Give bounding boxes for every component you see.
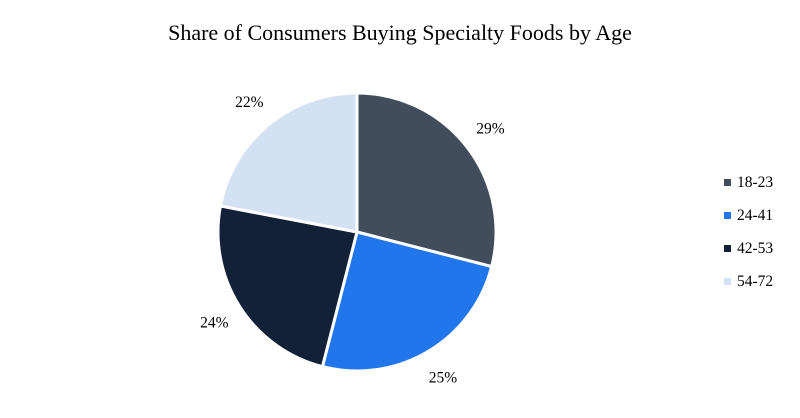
pie-slice-24-41 [320, 230, 494, 373]
slice-label-18-23: 29% [476, 120, 505, 137]
pie-slice-42-53 [216, 204, 359, 369]
slice-labels: 29% 25% 24% 22% [200, 94, 505, 387]
pie-slice-18-23 [355, 91, 498, 269]
legend-swatch-18-23 [724, 179, 731, 186]
legend-swatch-54-72 [724, 278, 731, 285]
legend-label-42-53: 42-53 [737, 240, 773, 257]
legend: 18-23 24-41 42-53 54-72 [724, 174, 773, 290]
pie-slices [216, 91, 498, 373]
slice-label-24-41: 25% [429, 370, 458, 387]
slice-label-54-72: 22% [235, 94, 264, 111]
chart-title: Share of Consumers Buying Specialty Food… [168, 20, 632, 45]
legend-swatch-24-41 [724, 212, 731, 219]
legend-swatch-42-53 [724, 245, 731, 252]
legend-label-54-72: 54-72 [737, 273, 773, 290]
slice-label-42-53: 24% [200, 315, 229, 332]
pie-slice-54-72 [218, 91, 359, 234]
legend-label-24-41: 24-41 [737, 207, 773, 224]
legend-label-18-23: 18-23 [737, 174, 773, 191]
